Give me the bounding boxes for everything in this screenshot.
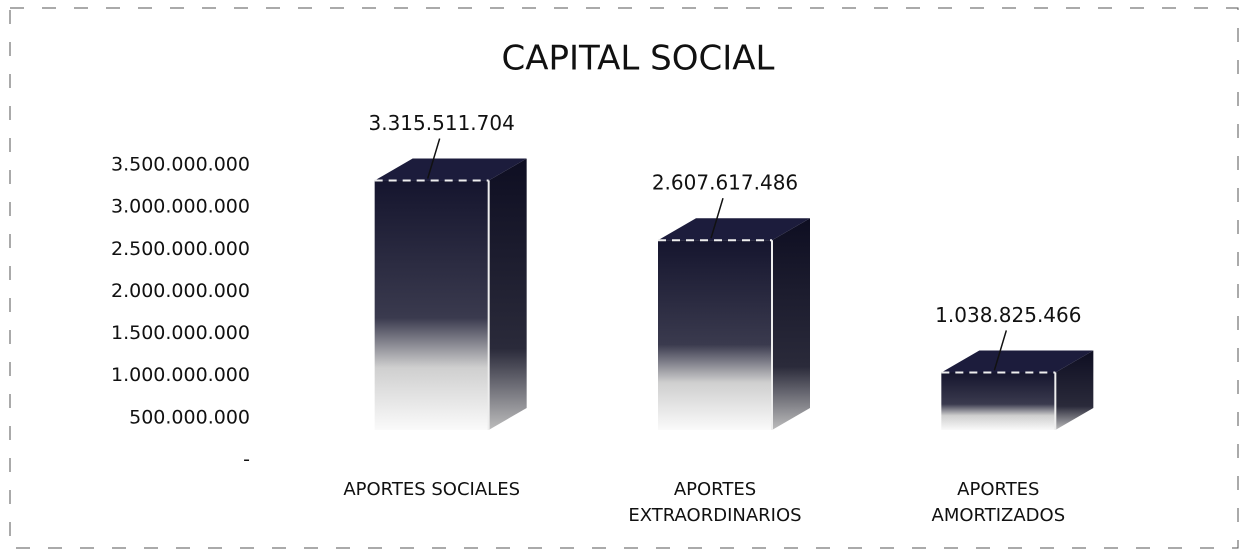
bar-side — [488, 158, 527, 430]
chart-title: CAPITAL SOCIAL — [502, 39, 775, 79]
y-tick-label: 500.000.000 — [129, 406, 250, 428]
label-line: APORTES — [957, 479, 1039, 500]
y-tick-label: - — [243, 449, 250, 471]
value-label: 2.607.617.486 — [652, 171, 798, 195]
bar-top — [658, 218, 810, 241]
bar — [658, 218, 810, 430]
value-label: 3.315.511.704 — [369, 111, 515, 135]
bar-front — [374, 180, 489, 430]
y-tick-label: 2.000.000.000 — [111, 280, 250, 302]
x-tick-label: APORTES AMORTIZADOS — [932, 479, 1066, 526]
y-tick-label: 1.000.000.000 — [111, 364, 250, 386]
bar-side — [1055, 350, 1094, 430]
bar — [374, 158, 527, 430]
leader-line — [710, 197, 724, 239]
y-tick-label: 3.500.000.000 — [111, 154, 250, 176]
label-line: EXTRAORDINARIOS — [628, 505, 801, 526]
label-line: APORTES — [674, 479, 756, 500]
y-tick-label: 2.500.000.000 — [111, 238, 250, 260]
bar — [941, 350, 1094, 430]
bar-front — [941, 372, 1056, 430]
y-tick-label: 1.500.000.000 — [111, 322, 250, 344]
label-line: AMORTIZADOS — [932, 505, 1066, 526]
bar-front — [658, 240, 772, 430]
bar-top — [374, 158, 527, 181]
leader-line — [426, 138, 441, 179]
y-tick-label: 3.000.000.000 — [111, 196, 250, 218]
x-tick-label: APORTES SOCIALES — [343, 479, 520, 500]
leader-line — [993, 330, 1008, 371]
bar-top — [941, 350, 1094, 373]
value-label: 1.038.825.466 — [935, 303, 1081, 327]
frame — [9, 7, 1239, 549]
bar-side — [772, 218, 810, 430]
x-tick-label: APORTES EXTRAORDINARIOS — [628, 479, 801, 526]
